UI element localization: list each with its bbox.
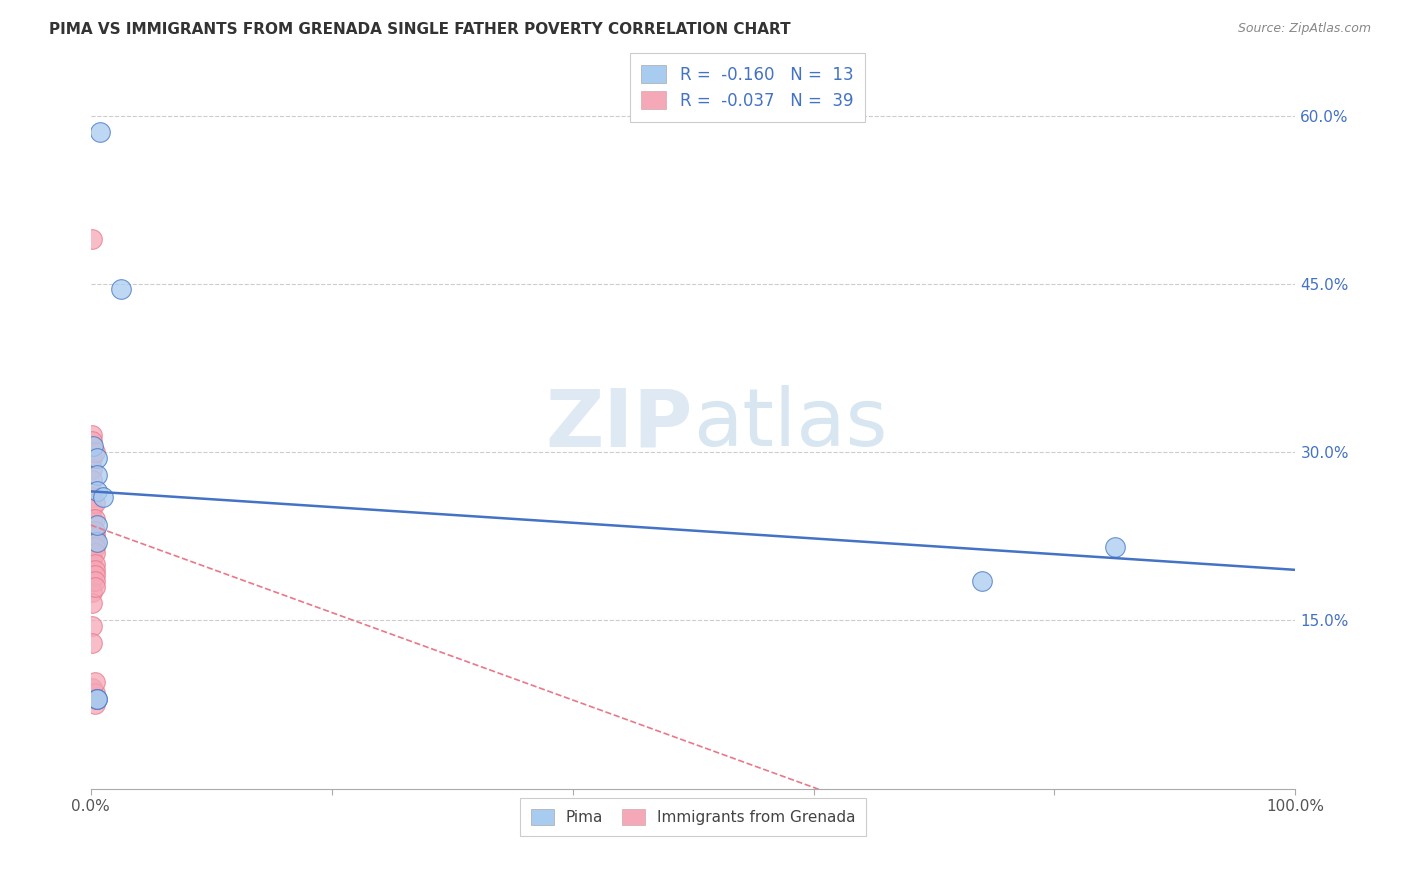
Text: atlas: atlas	[693, 385, 887, 463]
Point	[80, 597, 103, 611]
Point	[84, 546, 107, 560]
Point	[86, 534, 108, 549]
Point	[86, 450, 108, 465]
Point	[84, 534, 107, 549]
Point	[84, 524, 107, 538]
Point	[80, 541, 103, 555]
Point	[80, 462, 103, 476]
Point	[84, 691, 107, 706]
Point	[82, 440, 104, 454]
Point	[84, 558, 107, 572]
Point	[84, 568, 107, 582]
Point	[80, 512, 103, 526]
Point	[110, 283, 132, 297]
Point	[86, 691, 108, 706]
Point	[84, 445, 107, 459]
Point	[80, 546, 103, 560]
Point	[80, 585, 103, 599]
Point	[91, 490, 114, 504]
Point	[89, 126, 111, 140]
Point	[86, 518, 108, 533]
Point	[972, 574, 994, 588]
Point	[80, 619, 103, 633]
Point	[86, 484, 108, 499]
Point	[80, 574, 103, 588]
Text: Source: ZipAtlas.com: Source: ZipAtlas.com	[1237, 22, 1371, 36]
Point	[80, 473, 103, 487]
Point	[80, 434, 103, 448]
Point	[84, 686, 107, 700]
Point	[86, 467, 108, 482]
Point	[84, 574, 107, 588]
Point	[86, 691, 108, 706]
Point	[80, 490, 103, 504]
Point	[84, 495, 107, 509]
Point	[80, 501, 103, 516]
Text: PIMA VS IMMIGRANTS FROM GRENADA SINGLE FATHER POVERTY CORRELATION CHART: PIMA VS IMMIGRANTS FROM GRENADA SINGLE F…	[49, 22, 790, 37]
Point	[84, 541, 107, 555]
Text: ZIP: ZIP	[546, 385, 693, 463]
Point	[80, 450, 103, 465]
Point	[84, 512, 107, 526]
Point	[80, 681, 103, 695]
Legend: Pima, Immigrants from Grenada: Pima, Immigrants from Grenada	[520, 798, 866, 836]
Point	[80, 524, 103, 538]
Point	[80, 563, 103, 577]
Point	[80, 534, 103, 549]
Point	[84, 563, 107, 577]
Point	[84, 529, 107, 543]
Point	[84, 698, 107, 712]
Point	[80, 529, 103, 543]
Point	[1104, 541, 1126, 555]
Point	[84, 580, 107, 594]
Point	[80, 636, 103, 650]
Point	[80, 428, 103, 442]
Point	[80, 551, 103, 566]
Point	[84, 675, 107, 690]
Point	[80, 232, 103, 246]
